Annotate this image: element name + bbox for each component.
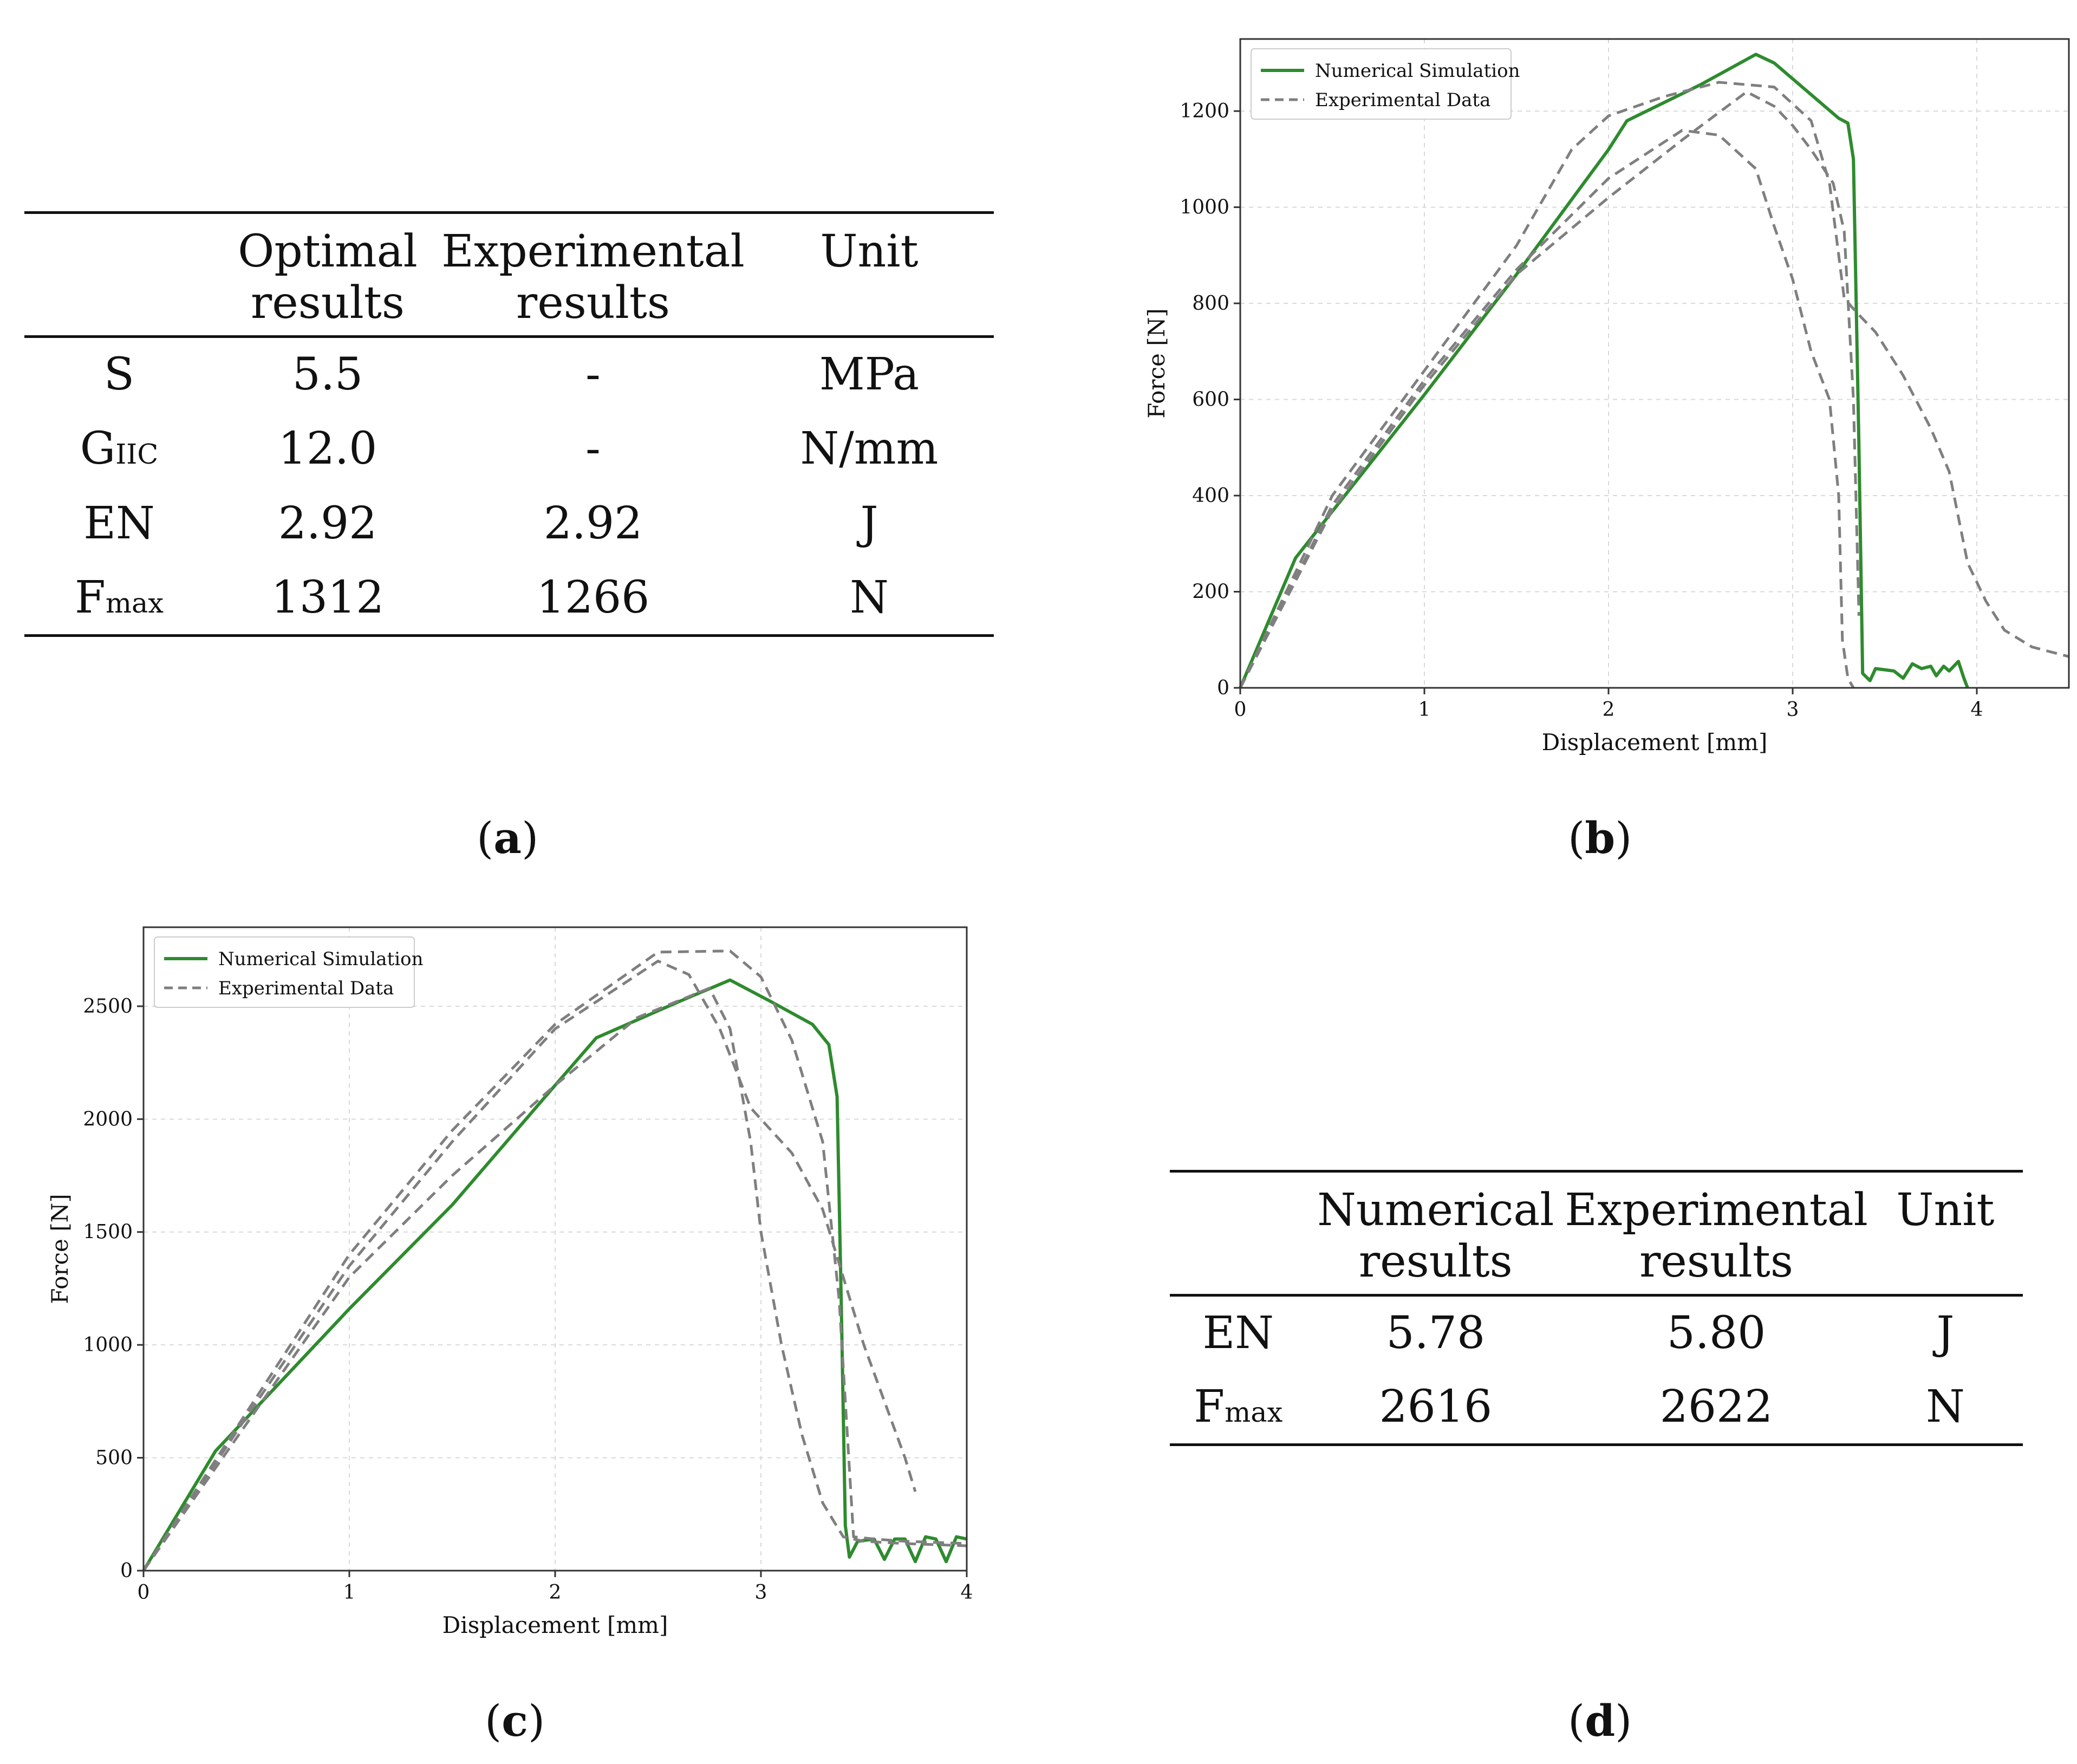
experimental-data-line-1	[142, 949, 967, 1572]
x-tick-label: 2	[1603, 699, 1615, 721]
chart-b: 0 1 2 3 4 0 200 400 600 800 1000 1200 Displacement […	[1143, 38, 2070, 756]
table-row: S 5.5 - MPa	[24, 337, 994, 412]
unit-cell: N	[745, 561, 994, 637]
legend-numerical-label: Numerical Simulation	[1315, 60, 1520, 82]
panel-a: Optimal Experimental Unit results result…	[24, 211, 994, 637]
param-cell: EN	[1202, 1307, 1274, 1359]
value-cell: 1266	[441, 561, 745, 637]
x-axis-label: Displacement [mm]	[1542, 729, 1768, 756]
value-cell: 2.92	[278, 498, 377, 549]
table-row: EN 2.92 2.92 J	[24, 486, 994, 561]
table-d: Numerical Experimental Unit results resu…	[1170, 1170, 2023, 1446]
unit-cell: J	[860, 498, 878, 549]
panel-d: Numerical Experimental Unit results resu…	[1170, 1170, 2023, 1446]
unit-cell: J	[1936, 1307, 1955, 1359]
experimental-data-line-2	[142, 960, 917, 1572]
y-axis-label: Force [N]	[47, 1194, 73, 1304]
table-d-header-numerical: Numerical	[1306, 1170, 1565, 1236]
legend-box	[154, 936, 415, 1008]
table-d-header2-numerical: results	[1306, 1236, 1565, 1297]
table-a-header-unit: Unit	[745, 211, 994, 277]
caption-b: (b)	[1568, 812, 1632, 863]
y-tick-label: 200	[1192, 581, 1229, 603]
y-tick-label: 400	[1192, 485, 1229, 507]
param-cell: Fmax	[1170, 1370, 1307, 1446]
x-tick-label: 0	[138, 1581, 150, 1604]
table-row: GIIC 12.0 - N/mm	[24, 412, 994, 486]
y-axis-label: Force [N]	[1143, 308, 1170, 418]
x-tick-label: 3	[1787, 699, 1799, 721]
table-a-header2-blank	[24, 277, 214, 338]
table-row: EN 5.78 5.80 J	[1170, 1296, 2023, 1370]
param-cell: S	[103, 349, 135, 401]
value-cell: 2622	[1565, 1370, 1868, 1446]
value-cell: 12.0	[278, 423, 377, 474]
table-d-header2-unit	[1867, 1236, 2023, 1297]
legend-numerical-label: Numerical Simulation	[218, 948, 423, 970]
x-axis-label: Displacement [mm]	[442, 1612, 668, 1638]
y-tick-label: 2500	[83, 995, 133, 1018]
y-tick-label: 600	[1192, 389, 1229, 411]
y-tick-label: 1000	[83, 1334, 133, 1356]
unit-cell: N	[1867, 1370, 2023, 1446]
x-tick-label: 1	[343, 1581, 356, 1604]
value-cell: 2.92	[543, 498, 643, 549]
y-tick-label: 800	[1192, 292, 1229, 315]
table-a-header-optimal: Optimal	[214, 211, 441, 277]
y-tick-label: 0	[120, 1560, 133, 1582]
y-tick-label: 1000	[1180, 197, 1229, 219]
value-cell: 5.5	[292, 349, 363, 401]
table-a-header2-experimental: results	[441, 277, 745, 338]
value-cell: 1312	[214, 561, 441, 637]
value-cell: -	[585, 423, 601, 474]
table-a-header2-unit	[745, 277, 994, 338]
chart-c: 0 1 2 3 4 0 500 1000 1500 2000 2500 Displacement [m…	[47, 926, 973, 1638]
value-cell: 2616	[1306, 1370, 1565, 1446]
x-tick-label: 4	[961, 1581, 973, 1604]
legend-experimental-label: Experimental Data	[1315, 89, 1490, 111]
param-cell: GIIC	[80, 423, 159, 474]
caption-a: (a)	[477, 812, 539, 863]
experimental-data-line-3	[1239, 90, 1860, 689]
x-tick-label: 4	[1971, 699, 1983, 721]
x-tick-label: 2	[549, 1581, 562, 1604]
y-tick-label: 1200	[1180, 100, 1229, 122]
y-tick-label: 0	[1217, 677, 1229, 699]
value-cell: 5.80	[1666, 1307, 1766, 1359]
x-tick-label: 0	[1234, 699, 1247, 721]
table-row: Fmax 1312 1266 N	[24, 561, 994, 637]
table-row: Fmax 2616 2622 N	[1170, 1370, 2023, 1446]
table-d-header2-experimental: results	[1565, 1236, 1868, 1297]
caption-c: (c)	[485, 1695, 545, 1746]
unit-cell: MPa	[819, 349, 920, 401]
table-d-header-experimental: Experimental	[1565, 1170, 1868, 1236]
x-tick-label: 1	[1418, 699, 1431, 721]
y-tick-label: 1500	[83, 1221, 133, 1244]
y-tick-label: 500	[95, 1447, 133, 1469]
value-cell: -	[585, 349, 601, 401]
table-a-header-blank	[24, 211, 214, 277]
table-a-header-experimental: Experimental	[441, 211, 745, 277]
y-tick-label: 2000	[83, 1108, 133, 1130]
param-cell: Fmax	[24, 561, 214, 637]
table-a-header2-optimal: results	[214, 277, 441, 338]
legend-box	[1251, 48, 1512, 120]
legend-experimental-label: Experimental Data	[218, 978, 394, 999]
caption-d: (d)	[1568, 1695, 1632, 1746]
numerical-simulation-line	[1239, 53, 1969, 689]
x-tick-label: 3	[755, 1581, 767, 1604]
value-cell: 5.78	[1386, 1307, 1486, 1359]
experimental-data-line-3	[142, 987, 967, 1572]
experimental-data-line-2	[1239, 129, 1855, 689]
plot-frame	[1239, 38, 2070, 689]
experimental-data-line-1	[1239, 81, 2069, 689]
table-a: Optimal Experimental Unit results result…	[24, 211, 994, 637]
table-d-header-blank	[1170, 1170, 1307, 1236]
table-d-header2-blank	[1170, 1236, 1307, 1297]
table-d-header-unit: Unit	[1867, 1170, 2023, 1236]
param-cell: EN	[83, 498, 155, 549]
unit-cell: N/mm	[800, 423, 939, 474]
